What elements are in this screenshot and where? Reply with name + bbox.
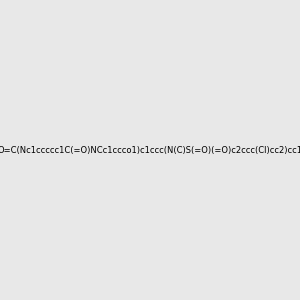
- Text: O=C(Nc1ccccc1C(=O)NCc1ccco1)c1ccc(N(C)S(=O)(=O)c2ccc(Cl)cc2)cc1: O=C(Nc1ccccc1C(=O)NCc1ccco1)c1ccc(N(C)S(…: [0, 146, 300, 154]
